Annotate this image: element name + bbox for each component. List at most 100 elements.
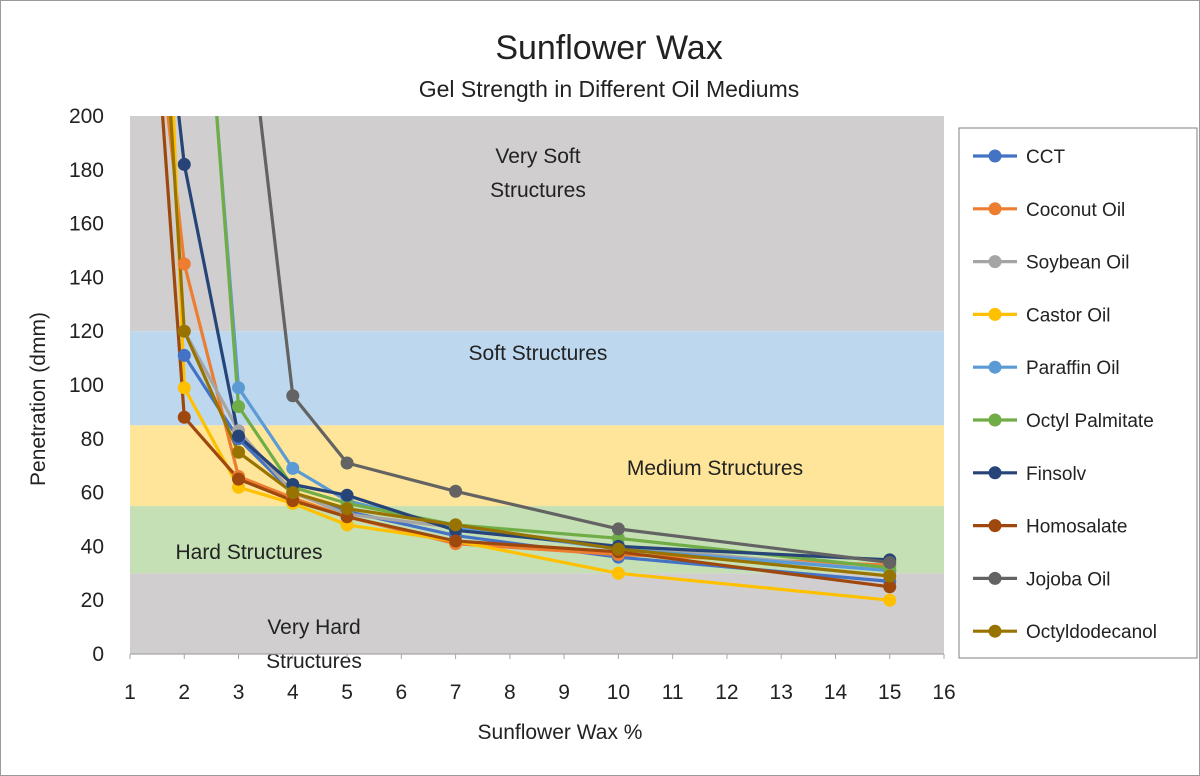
y-tick-label: 140 xyxy=(69,266,104,289)
zone-label-hard-structures: Hard Structures xyxy=(175,541,322,564)
x-tick-label: 9 xyxy=(558,681,570,704)
legend-label: Finsolv xyxy=(1026,464,1087,485)
legend-items: CCT Coconut Oil Soybean Oil Castor Oil Paraf… xyxy=(973,147,1157,643)
y-tick-label: 20 xyxy=(81,589,104,612)
data-point-octyldodecanol xyxy=(449,518,463,532)
data-point-cct xyxy=(177,348,191,362)
data-point-castor-oil xyxy=(611,566,625,580)
data-point-jojoba-oil xyxy=(449,484,463,498)
structure-zone-labels: Very Soft Structures Soft Structures Medium… xyxy=(175,145,803,673)
y-tick-label: 60 xyxy=(81,482,104,505)
zone-very-hard-structures xyxy=(130,573,944,654)
y-tick-label: 180 xyxy=(69,159,104,182)
legend-swatch-marker xyxy=(988,571,1002,585)
x-tick-label: 11 xyxy=(662,681,684,704)
legend-item-jojoba-oil: Jojoba Oil xyxy=(973,569,1111,590)
zone-label-very-soft-structures: Very Soft xyxy=(495,145,580,168)
chart-subtitle: Gel Strength in Different Oil Mediums xyxy=(419,76,800,102)
legend: CCT Coconut Oil Soybean Oil Castor Oil Paraf… xyxy=(958,127,1198,659)
data-point-coconut-oil xyxy=(177,257,191,271)
y-tick-label: 80 xyxy=(81,428,104,451)
plot-area xyxy=(161,116,897,607)
legend-label: Jojoba Oil xyxy=(1026,569,1111,590)
legend-item-paraffin-oil: Paraffin Oil xyxy=(973,358,1120,379)
data-point-finsolv xyxy=(232,429,246,443)
legend-swatch-marker xyxy=(988,466,1002,480)
legend-item-castor-oil: Castor Oil xyxy=(973,305,1110,326)
zone-label-medium-structures: Medium Structures xyxy=(627,457,803,480)
x-tick-label: 5 xyxy=(341,681,353,704)
legend-label: Octyldodecanol xyxy=(1026,622,1157,643)
legend-swatch-marker xyxy=(988,307,1002,321)
x-tick-label: 14 xyxy=(824,681,848,704)
y-tick-label: 200 xyxy=(69,105,104,128)
x-tick-label: 13 xyxy=(770,681,793,704)
y-tick-label: 160 xyxy=(69,213,104,236)
legend-label: Homosalate xyxy=(1026,517,1127,538)
legend-item-homosalate: Homosalate xyxy=(973,517,1127,538)
legend-swatch-marker xyxy=(988,255,1002,269)
y-tick-label: 100 xyxy=(69,374,104,397)
data-point-homosalate xyxy=(449,534,463,548)
legend-swatch-marker xyxy=(988,360,1002,374)
zone-soft-structures xyxy=(130,331,944,426)
zone-label-soft-structures: Soft Structures xyxy=(469,342,608,365)
data-point-paraffin-oil xyxy=(286,461,300,475)
data-point-octyldodecanol xyxy=(340,502,354,516)
legend-item-soybean-oil: Soybean Oil xyxy=(973,253,1130,274)
series-line-homosalate xyxy=(161,116,890,589)
chart-title: Sunflower Wax xyxy=(495,29,722,67)
x-tick-label: 15 xyxy=(878,681,901,704)
legend-swatch-marker xyxy=(988,149,1002,163)
data-point-jojoba-oil xyxy=(340,456,354,470)
y-tick-label: 40 xyxy=(81,535,104,558)
legend-swatch-marker xyxy=(988,202,1002,216)
data-point-castor-oil xyxy=(883,593,897,607)
zone-label-very-hard-structures: Structures xyxy=(266,650,362,673)
data-point-homosalate xyxy=(177,410,191,424)
x-axis-title: Sunflower Wax % xyxy=(478,721,643,744)
legend-label: Soybean Oil xyxy=(1026,253,1130,274)
series-line-castor-oil xyxy=(171,116,890,602)
x-tick-label: 8 xyxy=(504,681,516,704)
y-axis-title: Penetration (dmm) xyxy=(27,312,50,486)
data-point-finsolv xyxy=(177,157,191,171)
legend-swatch-marker xyxy=(988,519,1002,533)
legend-label: Castor Oil xyxy=(1026,305,1110,326)
legend-item-coconut-oil: Coconut Oil xyxy=(973,200,1125,221)
data-point-octyldodecanol xyxy=(232,445,246,459)
data-point-octyldodecanol xyxy=(883,569,897,583)
data-point-jojoba-oil xyxy=(883,556,897,570)
legend-item-octyl-palmitate: Octyl Palmitate xyxy=(973,411,1154,432)
data-point-octyldodecanol xyxy=(286,486,300,500)
y-tick-label: 120 xyxy=(69,320,104,343)
x-tick-label: 16 xyxy=(932,681,955,704)
x-tick-label: 10 xyxy=(607,681,630,704)
y-tick-label: 0 xyxy=(92,643,104,666)
x-tick-label: 7 xyxy=(450,681,462,704)
legend-swatch-marker xyxy=(988,413,1002,427)
series-line-jojoba-oil xyxy=(258,116,890,565)
data-point-jojoba-oil xyxy=(286,389,300,403)
data-point-octyldodecanol xyxy=(611,542,625,556)
legend-item-octyldodecanol: Octyldodecanol xyxy=(973,622,1157,643)
data-point-finsolv xyxy=(340,488,354,502)
zone-medium-structures xyxy=(130,425,944,507)
data-point-jojoba-oil xyxy=(611,522,625,536)
data-point-homosalate xyxy=(232,472,246,486)
legend-label: Coconut Oil xyxy=(1026,200,1125,221)
zone-label-very-soft-structures: Structures xyxy=(490,179,586,202)
legend-label: Octyl Palmitate xyxy=(1026,411,1154,432)
zone-label-very-hard-structures: Very Hard xyxy=(267,616,360,639)
legend-label: CCT xyxy=(1026,147,1065,168)
structure-zones xyxy=(130,116,944,654)
data-point-castor-oil xyxy=(177,381,191,395)
data-point-octyldodecanol xyxy=(177,324,191,338)
data-point-paraffin-oil xyxy=(232,381,246,395)
legend-swatch-marker xyxy=(988,624,1002,638)
legend-box xyxy=(958,127,1198,659)
legend-item-finsolv: Finsolv xyxy=(973,464,1087,485)
y-axis-ticks: 0 20 40 60 80 100 120 140 160 180 200 xyxy=(69,105,104,666)
